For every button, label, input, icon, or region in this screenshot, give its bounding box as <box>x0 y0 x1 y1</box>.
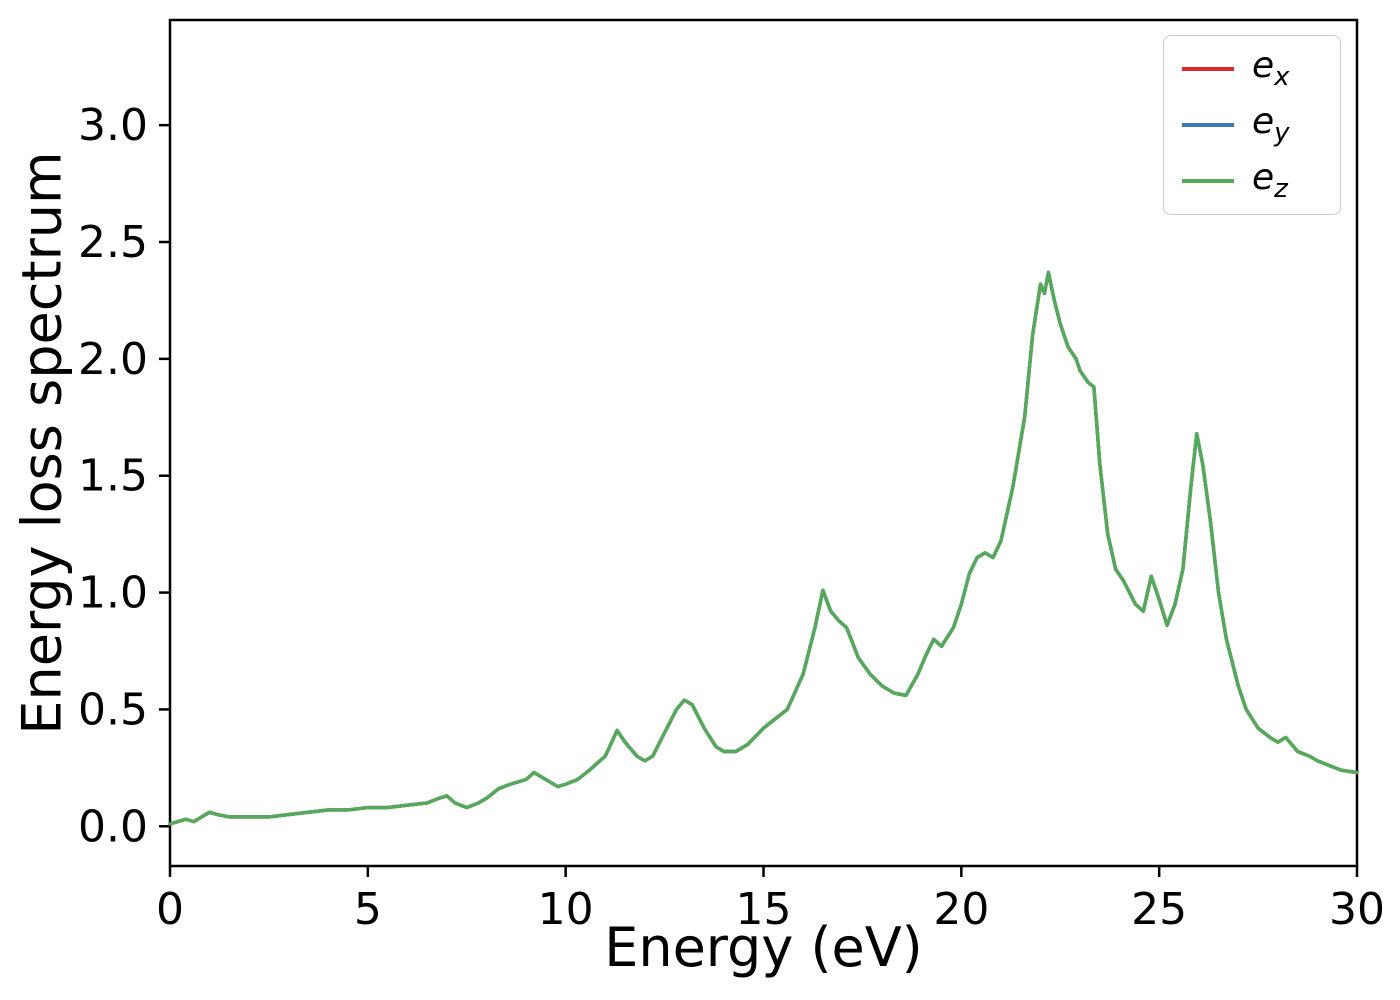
legend-label-ez: ez <box>1252 156 1288 205</box>
y-tick-label: 0.0 <box>78 801 148 852</box>
legend-label-ex-base: e <box>1252 44 1275 86</box>
y-tick-label: 3.0 <box>78 100 148 151</box>
x-tick-label: 20 <box>933 884 989 935</box>
x-tick-label: 25 <box>1131 884 1187 935</box>
legend-label-ez-base: e <box>1252 156 1275 198</box>
series-line-e_y <box>168 270 1359 826</box>
legend-line-sample-ey <box>1182 123 1234 127</box>
legend-label-ez-sub: z <box>1274 174 1288 205</box>
legend-label-ex: ex <box>1252 44 1290 93</box>
legend: ex ey ez <box>1163 35 1341 215</box>
x-tick-label: 30 <box>1329 884 1385 935</box>
x-axis-label: Energy (eV) <box>604 916 923 979</box>
legend-line-sample-ex <box>1182 67 1234 71</box>
legend-label-ey-sub: y <box>1274 118 1290 149</box>
legend-entry-ex: ex <box>1182 44 1322 93</box>
legend-label-ex-sub: x <box>1274 62 1290 93</box>
legend-entry-ez: ez <box>1182 156 1322 205</box>
x-tick-label: 10 <box>538 884 594 935</box>
y-tick-label: 0.5 <box>78 684 148 735</box>
y-tick-label: 2.5 <box>78 217 148 268</box>
y-axis-label: Energy loss spectrum <box>10 151 74 735</box>
y-tick-label: 1.0 <box>78 568 148 619</box>
x-tick-label: 15 <box>736 884 792 935</box>
series-line-e_x <box>168 270 1359 826</box>
series-line-e_z <box>168 270 1359 826</box>
x-tick-label: 5 <box>354 884 382 935</box>
x-tick-label: 0 <box>156 884 184 935</box>
legend-label-ey: ey <box>1252 100 1290 149</box>
y-tick-label: 1.5 <box>78 451 148 502</box>
legend-label-ey-base: e <box>1252 100 1275 142</box>
legend-entry-ey: ey <box>1182 100 1322 149</box>
legend-line-sample-ez <box>1182 179 1234 183</box>
y-tick-label: 2.0 <box>78 334 148 385</box>
